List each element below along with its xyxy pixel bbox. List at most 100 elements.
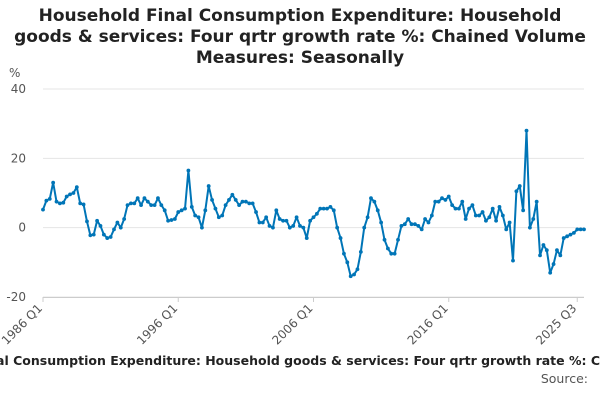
data-point (369, 196, 373, 201)
y-tick-label: -20 (6, 290, 26, 304)
data-point (71, 191, 76, 195)
data-point (254, 210, 258, 214)
data-point (555, 248, 559, 253)
data-point (399, 224, 404, 228)
data-point (571, 230, 576, 235)
data-point (179, 208, 184, 213)
data-point (456, 206, 461, 211)
x-tick-label: 2025 Q3 (533, 301, 579, 347)
data-point (342, 251, 346, 256)
data-point (453, 206, 458, 211)
data-point (200, 225, 204, 230)
data-point (81, 202, 86, 207)
data-point (331, 208, 336, 213)
y-tick-label: 40 (11, 82, 26, 96)
data-point (247, 201, 252, 206)
data-point (64, 194, 69, 199)
data-point (517, 184, 522, 188)
data-point (531, 217, 536, 221)
data-point (446, 194, 451, 199)
data-point (450, 203, 455, 208)
data-point (159, 203, 164, 208)
data-point (372, 199, 377, 204)
data-point (267, 224, 272, 228)
data-point (504, 227, 509, 232)
data-point (304, 236, 309, 240)
data-point (213, 206, 218, 211)
data-point (260, 220, 265, 225)
data-point (250, 201, 255, 206)
data-point (348, 274, 353, 279)
data-point (203, 208, 208, 213)
data-point (490, 206, 495, 211)
data-point (500, 213, 505, 218)
data-point (568, 232, 573, 237)
data-point (54, 199, 59, 204)
data-point (494, 218, 498, 223)
data-point (436, 199, 441, 204)
data-point (382, 237, 387, 242)
data-point (287, 225, 292, 230)
data-point (223, 203, 228, 208)
data-point (379, 220, 384, 225)
data-point (294, 215, 299, 220)
data-point (118, 225, 123, 230)
data-point (227, 198, 231, 202)
data-point (548, 270, 553, 275)
data-point (477, 213, 482, 218)
data-point (58, 201, 62, 206)
data-point (318, 206, 323, 211)
data-point (484, 218, 488, 223)
data-point (210, 198, 214, 202)
data-point (538, 253, 542, 258)
data-point (44, 198, 49, 203)
data-point (230, 192, 235, 197)
data-point (149, 203, 154, 208)
y-tick-label: 20 (11, 151, 26, 165)
data-point (358, 250, 363, 254)
data-point (115, 220, 120, 225)
footer-source: Source: (540, 371, 588, 386)
y-axis-label: % (9, 66, 20, 80)
data-point (298, 224, 302, 228)
footer-series-name: Household Final Consumption Expenditure:… (0, 353, 600, 368)
data-point (61, 200, 66, 205)
data-point (274, 208, 279, 213)
data-point (335, 225, 340, 230)
data-point (264, 215, 269, 220)
data-point (281, 218, 285, 223)
data-point (311, 215, 316, 220)
data-point (301, 225, 306, 230)
data-point (362, 225, 367, 230)
data-point (277, 217, 282, 221)
data-point (132, 201, 137, 206)
data-point (565, 234, 569, 239)
data-point (162, 208, 167, 213)
data-point (142, 196, 147, 201)
data-point (129, 201, 133, 206)
data-point (429, 213, 434, 218)
data-point (220, 213, 225, 218)
data-point (375, 208, 380, 213)
data-point (443, 198, 448, 202)
data-point (433, 199, 438, 204)
x-tick-label: 2006 Q1 (269, 301, 315, 347)
data-point (541, 243, 546, 247)
data-point (406, 217, 411, 221)
data-point (480, 210, 485, 214)
data-point (470, 203, 475, 208)
data-point (440, 196, 444, 201)
data-point (328, 204, 333, 209)
data-point (237, 203, 242, 208)
data-point (507, 220, 512, 225)
data-point (551, 262, 556, 266)
data-point (257, 220, 262, 225)
data-point (314, 211, 319, 216)
data-point (325, 206, 329, 211)
data-point (284, 218, 289, 223)
data-point (355, 267, 360, 272)
data-point (352, 272, 356, 277)
data-point (125, 203, 130, 208)
data-point (98, 224, 103, 228)
